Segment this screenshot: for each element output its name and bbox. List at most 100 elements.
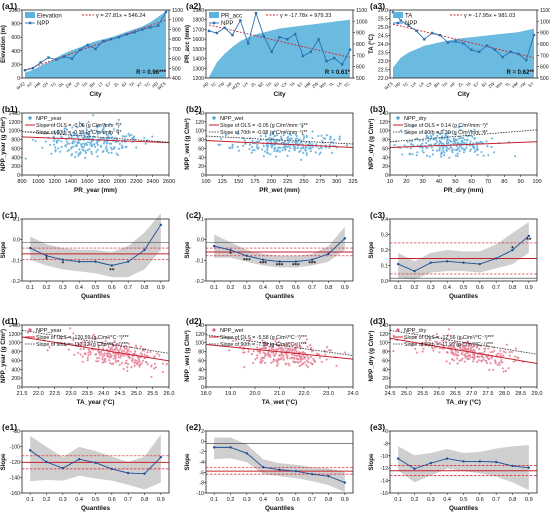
scatter-point: [440, 343, 444, 347]
npp-point: [524, 59, 528, 62]
y-tick-label: 0: [17, 76, 20, 82]
quantile-point: [28, 449, 32, 452]
scatter-point: [118, 363, 122, 367]
y-tick-label: 0: [201, 173, 204, 179]
scatter-point: [298, 138, 301, 142]
scatter-point: [263, 150, 267, 153]
scatter-point: [103, 140, 106, 144]
category-label: BJ: [481, 81, 488, 88]
scatter-point: [44, 140, 48, 143]
x-tick-label: 0.2: [411, 285, 419, 291]
scatter-point: [141, 359, 145, 363]
scatter-point: [322, 136, 325, 140]
scatter-point: [81, 148, 84, 152]
scatter-point: [471, 135, 474, 139]
panel-label: (e1): [2, 422, 17, 432]
scatter-point: [218, 143, 222, 147]
scatter-point: [120, 349, 124, 353]
scatter-point: [325, 345, 329, 349]
y-axis-title: Elevation (m): [1, 25, 7, 63]
scatter-point: [283, 145, 286, 148]
x-axis-title: Quantiles: [449, 293, 479, 300]
scatter-point: [444, 134, 447, 137]
quantile-point: [429, 461, 433, 465]
scatter-point: [121, 145, 125, 149]
quantile-point: [396, 457, 400, 460]
scatter-point: [294, 343, 297, 347]
scatter-point: [469, 140, 472, 143]
scatter-point: [130, 365, 133, 369]
trend-equation: y = -17.95x + 981.03: [464, 13, 515, 19]
scatter-point: [224, 133, 228, 137]
scatter-point: [293, 360, 296, 364]
scatter-point: [489, 350, 492, 354]
npp-point: [340, 63, 344, 66]
scatter-point: [480, 359, 483, 362]
y-tick-label: 500: [540, 76, 549, 82]
scatter-point: [250, 151, 254, 154]
scatter-point: [442, 153, 446, 157]
scatter-point: [126, 349, 129, 352]
npp-point: [270, 50, 273, 54]
scatter-point: [293, 148, 297, 152]
scatter-point: [78, 121, 81, 124]
scatter-point: [446, 137, 449, 141]
scatter-point: [255, 353, 259, 357]
scatter-point: [488, 368, 491, 372]
legend-label: PR_acc: [221, 14, 242, 20]
scatter-point: [52, 139, 56, 143]
scatter-point: [302, 137, 305, 141]
x-tick-label: 18.0: [201, 391, 212, 397]
scatter-point: [262, 145, 265, 148]
y-tick-label: 1700: [192, 27, 204, 33]
x-axis-title: City: [89, 91, 102, 98]
quantile-point: [94, 260, 97, 263]
scatter-point: [133, 350, 137, 353]
scatter-point: [452, 345, 456, 349]
x-axis-title: PR_wet (mm): [259, 187, 299, 194]
npp-point: [231, 33, 234, 37]
scatter-point: [425, 134, 429, 137]
scatter-point: [107, 151, 110, 155]
panel-label: (b1): [2, 104, 18, 114]
quantile-line: [21, 329, 170, 354]
x-tick-label: 0.8: [141, 285, 149, 291]
scatter-point: [109, 133, 113, 136]
scatter-point: [153, 362, 157, 366]
y-tick-label: 22.0: [378, 76, 388, 82]
legend-label: Slope of 90th = -7.89 (g C/m²/°C⁻¹)***: [220, 342, 307, 348]
y-tick-label: 140: [195, 323, 204, 329]
trend-equation: y = -17.78x + 979.33: [280, 13, 331, 19]
x-axis-title: TA_dry (°C): [446, 398, 481, 406]
scatter-point: [415, 153, 418, 157]
scatter-point: [123, 135, 126, 138]
y-tick-label: 40: [382, 367, 388, 373]
x-tick-label: 23.0: [323, 391, 334, 397]
scatter-point: [309, 147, 313, 150]
scatter-point: [425, 146, 428, 149]
scatter-point: [97, 356, 101, 360]
scatter-point: [325, 134, 329, 137]
x-tick-label: 0.7: [492, 285, 500, 291]
x-tick-label: 21.5: [17, 391, 28, 397]
x-tick-label: 50: [452, 179, 458, 185]
category-label: TH: [265, 81, 272, 88]
scatter-point: [255, 346, 259, 349]
quantile-point: [343, 237, 347, 240]
scatter-point: [134, 344, 138, 347]
x-tick-label: 22.0: [299, 391, 310, 397]
y-tick-label: 26.0: [378, 8, 388, 14]
scatter-point: [300, 125, 304, 128]
category-label: WH: [495, 81, 504, 89]
scatter-point: [276, 359, 279, 362]
scatter-point: [117, 355, 121, 359]
scatter-point: [259, 134, 263, 138]
quantile-point: [494, 257, 498, 260]
category-label: BZ: [257, 81, 265, 89]
x-tick-label: 0.4: [75, 497, 83, 503]
legend-label: NPP: [37, 21, 49, 27]
quantile-point: [77, 260, 81, 263]
quantile-point: [45, 460, 48, 464]
x-tick-label: 0.7: [308, 285, 316, 291]
scatter-point: [484, 359, 488, 362]
